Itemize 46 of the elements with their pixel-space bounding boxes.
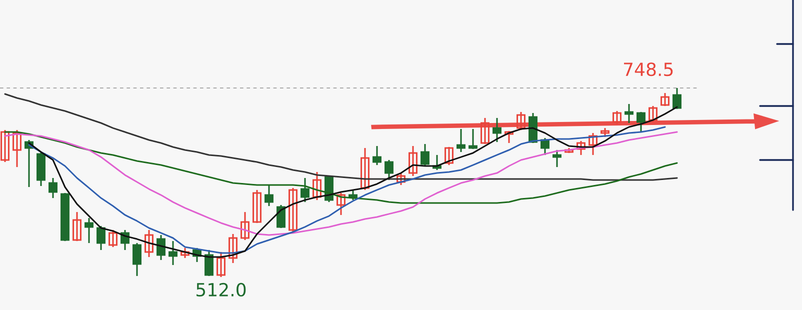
candlestick bbox=[156, 234, 166, 261]
candlestick bbox=[48, 177, 58, 199]
candlestick bbox=[264, 184, 274, 207]
annotation: 748.5 bbox=[624, 62, 673, 76]
candlestick bbox=[372, 145, 382, 166]
candlestick bbox=[420, 143, 430, 167]
candlestick bbox=[660, 92, 670, 107]
candlestick bbox=[612, 110, 622, 125]
candlestick bbox=[108, 229, 118, 248]
candlestick bbox=[360, 147, 370, 191]
annotation: 512.0 bbox=[196, 282, 246, 297]
candlestick bbox=[504, 130, 514, 144]
candlestick bbox=[0, 129, 10, 163]
candlestick bbox=[516, 111, 526, 131]
candlestick bbox=[492, 117, 502, 143]
candlestick bbox=[636, 111, 646, 133]
candlestick bbox=[336, 192, 346, 216]
candlestick bbox=[72, 211, 82, 242]
candlestick bbox=[216, 251, 226, 278]
candlestick bbox=[132, 242, 142, 277]
candlestick bbox=[552, 149, 562, 168]
candlestick bbox=[252, 189, 262, 224]
candlestick bbox=[96, 225, 106, 251]
candlestick bbox=[288, 187, 298, 233]
candlestick bbox=[12, 129, 22, 168]
candlestick bbox=[648, 105, 658, 123]
candlestick bbox=[444, 146, 454, 166]
candlestick bbox=[228, 233, 238, 264]
candlestick bbox=[480, 117, 490, 145]
candlestick bbox=[240, 211, 250, 241]
candlestick bbox=[624, 103, 634, 124]
candlestick bbox=[576, 140, 586, 156]
candlestick bbox=[396, 172, 406, 186]
candlestick bbox=[300, 177, 310, 203]
candlestick bbox=[204, 249, 214, 277]
candlestick bbox=[312, 171, 322, 201]
candlestick bbox=[168, 240, 178, 266]
candlestick bbox=[588, 132, 598, 156]
candlestick bbox=[84, 217, 94, 244]
candlestick bbox=[468, 128, 478, 150]
candlestick bbox=[348, 189, 358, 201]
candlestick bbox=[456, 128, 466, 153]
candlestick bbox=[672, 87, 682, 110]
candlestick bbox=[408, 145, 418, 177]
candlestick bbox=[180, 247, 190, 259]
candlestick bbox=[144, 229, 154, 258]
